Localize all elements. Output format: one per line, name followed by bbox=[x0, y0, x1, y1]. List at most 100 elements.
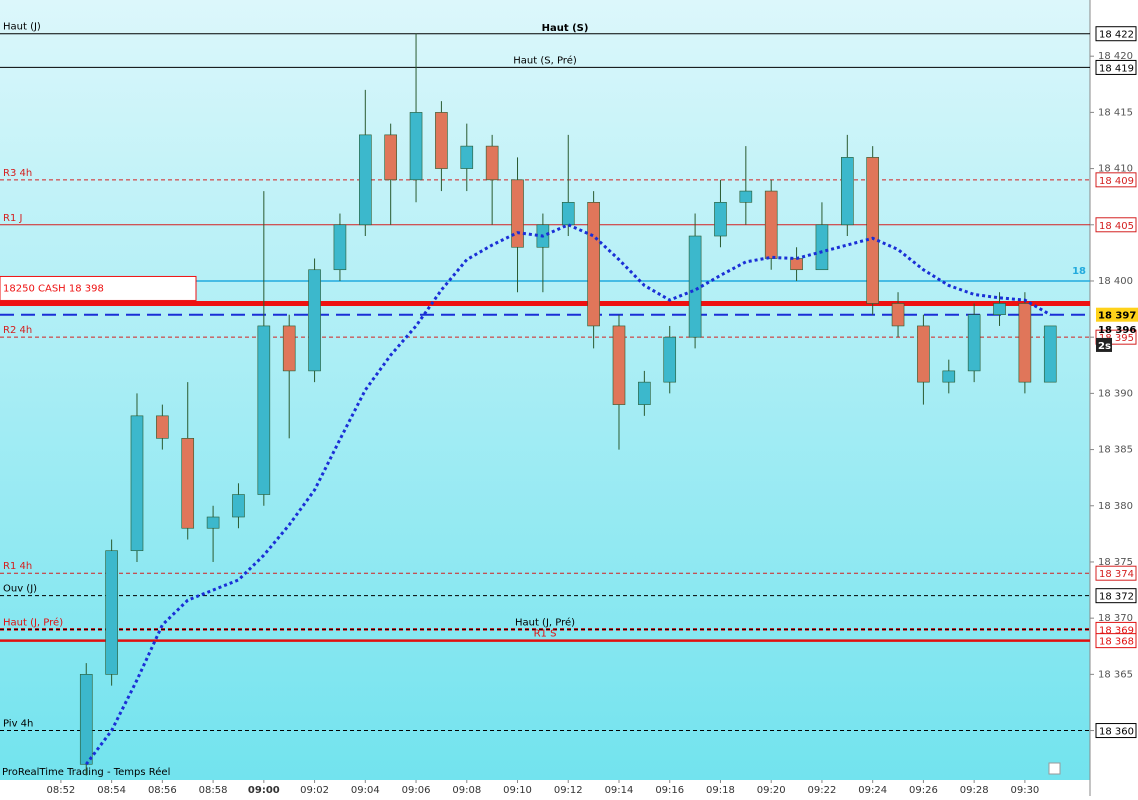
time-axis-panel bbox=[0, 780, 1090, 796]
level-label: R1 4h bbox=[3, 561, 32, 572]
x-tick-label: 09:08 bbox=[452, 785, 481, 796]
level-value-label: 18 419 bbox=[1099, 63, 1134, 74]
y-tick-label: 18 385 bbox=[1098, 445, 1133, 456]
level-label: R2 4h bbox=[3, 325, 32, 336]
candle-body bbox=[866, 157, 879, 304]
candle-body bbox=[511, 179, 524, 248]
y-tick-label: 18 380 bbox=[1098, 501, 1133, 512]
x-tick-label: 09:24 bbox=[858, 785, 887, 796]
x-tick-label: 09:16 bbox=[655, 785, 684, 796]
candle-body bbox=[105, 550, 118, 675]
current-price-label: 18 396 bbox=[1098, 325, 1136, 336]
candle-body bbox=[333, 224, 347, 271]
level-value-label: 18 405 bbox=[1099, 221, 1134, 232]
level-value-box bbox=[1095, 26, 1137, 42]
y-tick-label: 18 365 bbox=[1098, 669, 1133, 680]
candle-body bbox=[815, 224, 829, 271]
x-tick-label: 08:56 bbox=[148, 785, 177, 796]
y-tick-label: 18 415 bbox=[1098, 107, 1133, 118]
level-value-box bbox=[1095, 633, 1137, 649]
candle-body bbox=[409, 112, 423, 181]
level-value-label: 18 374 bbox=[1099, 569, 1134, 580]
candle-body bbox=[587, 202, 600, 327]
y-tick-label: 18 420 bbox=[1098, 51, 1133, 62]
x-tick-label: 09:10 bbox=[503, 785, 532, 796]
x-tick-label: 09:14 bbox=[605, 785, 634, 796]
candle-body bbox=[967, 314, 981, 372]
x-tick-label: 09:28 bbox=[960, 785, 989, 796]
level-value-box bbox=[1095, 217, 1137, 233]
candle-body bbox=[282, 325, 296, 372]
y-tick-label: 18 370 bbox=[1098, 613, 1133, 624]
top-label: Haut (S) bbox=[542, 23, 589, 34]
candle-body bbox=[790, 258, 803, 271]
candle-body bbox=[891, 303, 905, 327]
candle-body bbox=[714, 202, 727, 237]
level-value-label: 18 360 bbox=[1099, 727, 1134, 738]
cyan-level-label: 18 bbox=[1072, 266, 1086, 277]
level-label: R1 S bbox=[534, 629, 557, 640]
y-tick-label: 18 375 bbox=[1098, 557, 1133, 568]
x-tick-label: 09:30 bbox=[1010, 785, 1039, 796]
candle-body bbox=[232, 494, 245, 518]
candle-body bbox=[359, 134, 372, 226]
level-value-box bbox=[1095, 172, 1137, 188]
candle-body bbox=[130, 415, 144, 552]
level-value-label: 18 395 bbox=[1099, 333, 1134, 344]
level-label: Haut (J, Pré) bbox=[515, 616, 575, 628]
level-value-label: 18 369 bbox=[1099, 625, 1134, 636]
candle-body bbox=[739, 190, 753, 203]
level-label: Haut (S, Pré) bbox=[513, 54, 577, 66]
info-icon[interactable] bbox=[1048, 762, 1061, 775]
level-label: Haut (J) bbox=[3, 22, 41, 33]
x-tick-label: 08:58 bbox=[199, 785, 228, 796]
candle-body bbox=[384, 134, 397, 181]
candle-body bbox=[1043, 325, 1057, 383]
candle-body bbox=[942, 370, 956, 383]
candle-body bbox=[561, 202, 575, 226]
candle-body bbox=[485, 145, 499, 181]
x-tick-label: 09:00 bbox=[248, 785, 280, 796]
moving-average bbox=[85, 223, 1052, 766]
order-label: 18 397 bbox=[1098, 311, 1136, 322]
candle-body bbox=[663, 336, 677, 383]
level-label: Ouv (J) bbox=[3, 584, 37, 595]
x-tick-label: 08:52 bbox=[46, 785, 75, 796]
y-tick-label: 18 400 bbox=[1098, 276, 1133, 287]
level-label: R3 4h bbox=[3, 168, 32, 179]
candle-body bbox=[156, 415, 169, 439]
candle-body bbox=[181, 438, 195, 529]
candle-body bbox=[435, 112, 448, 169]
level-value-box bbox=[1095, 59, 1137, 75]
level-value-box bbox=[1095, 565, 1137, 581]
candle-body bbox=[206, 516, 220, 529]
level-value-label: 18 372 bbox=[1099, 592, 1134, 603]
candle-body bbox=[764, 190, 778, 259]
x-tick-label: 08:54 bbox=[97, 785, 126, 796]
candle-body bbox=[638, 381, 651, 405]
x-tick-label: 09:18 bbox=[706, 785, 735, 796]
candle-body bbox=[79, 674, 93, 765]
level-label: Piv 4h bbox=[3, 719, 33, 730]
position-label: 18250 CASH 18 398 bbox=[3, 283, 104, 294]
price-axis-panel bbox=[1090, 0, 1138, 796]
x-tick-label: 09:26 bbox=[909, 785, 938, 796]
candle-body bbox=[841, 157, 854, 226]
x-tick-label: 09:04 bbox=[351, 785, 380, 796]
plot-area bbox=[0, 0, 1090, 780]
level-value-label: 18 368 bbox=[1099, 637, 1134, 648]
level-label: R1 J bbox=[3, 213, 22, 224]
timer-box bbox=[1096, 337, 1112, 352]
x-tick-label: 09:06 bbox=[402, 785, 431, 796]
candle-body bbox=[993, 303, 1006, 315]
level-value-label: 18 409 bbox=[1099, 176, 1134, 187]
x-tick-label: 09:12 bbox=[554, 785, 583, 796]
candle-body bbox=[308, 269, 321, 372]
candle-body bbox=[257, 325, 271, 495]
order-box bbox=[1096, 307, 1138, 322]
candle-body bbox=[1018, 303, 1032, 383]
timer-label: 2s bbox=[1098, 341, 1111, 352]
y-tick-label: 18 410 bbox=[1098, 164, 1133, 175]
